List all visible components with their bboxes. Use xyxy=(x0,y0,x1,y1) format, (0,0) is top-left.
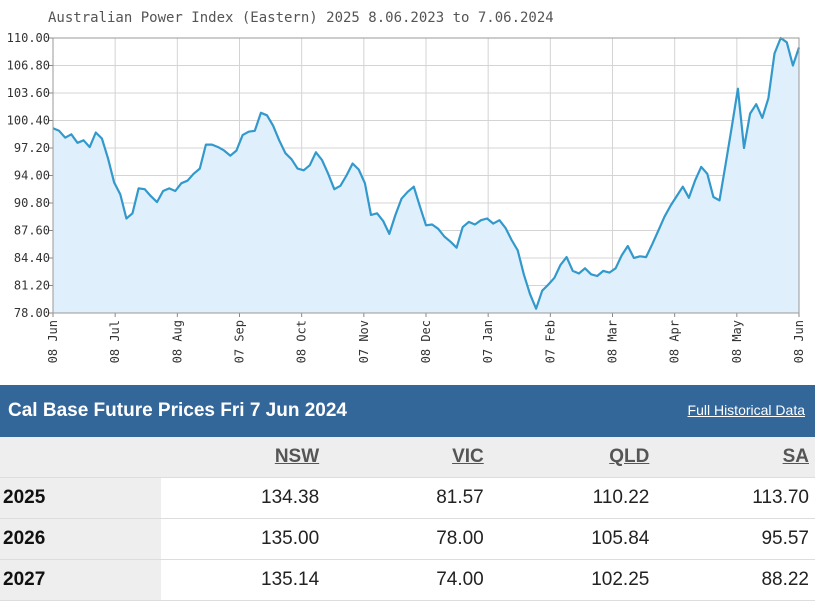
series-area-fill xyxy=(53,38,799,313)
y-tick-label: 78.00 xyxy=(14,306,50,320)
cell-sa: 95.57 xyxy=(649,518,815,560)
series-line xyxy=(52,36,801,310)
x-tick-label: 08 Jun xyxy=(792,320,806,363)
y-tick-label: 90.80 xyxy=(14,196,50,210)
cell-vic: 78.00 xyxy=(319,518,484,560)
price-chart: Australian Power Index (Eastern) 2025 8.… xyxy=(6,10,806,364)
x-tick-label: 08 Apr xyxy=(668,320,682,363)
table-header-row: NSW VIC QLD SA xyxy=(0,437,815,478)
table-row: 2027 135.14 74.00 102.25 88.22 xyxy=(0,559,815,601)
column-link-nsw[interactable]: NSW xyxy=(274,446,320,467)
full-historical-data-link[interactable]: Full Historical Data xyxy=(687,402,805,418)
cell-nsw: 135.00 xyxy=(160,518,320,560)
cell-qld: 102.25 xyxy=(483,559,650,601)
y-tick-label: 103.60 xyxy=(7,86,50,100)
x-tick-label: 08 Mar xyxy=(606,320,620,363)
column-header-sa: SA xyxy=(649,437,815,478)
cell-sa: 113.70 xyxy=(649,477,815,519)
row-year: 2027 xyxy=(0,559,161,601)
column-link-vic[interactable]: VIC xyxy=(452,446,484,467)
column-header-vic: VIC xyxy=(319,437,484,478)
column-header-qld: QLD xyxy=(483,437,650,478)
header-blank-cell xyxy=(0,437,161,478)
y-tick-label: 87.60 xyxy=(14,224,50,238)
chart-area xyxy=(52,36,801,313)
table-row: 2025 134.38 81.57 110.22 113.70 xyxy=(0,477,815,519)
cell-vic: 74.00 xyxy=(319,559,484,601)
cell-qld: 110.22 xyxy=(483,477,650,519)
x-tick-label: 08 Aug xyxy=(170,320,184,363)
prices-table: NSW VIC QLD SA 2025 134.38 81.57 110.22 … xyxy=(0,437,815,601)
cell-sa: 88.22 xyxy=(649,559,815,601)
y-tick-label: 97.20 xyxy=(14,141,50,155)
cell-vic: 81.57 xyxy=(319,477,484,519)
y-tick-label: 110.00 xyxy=(7,31,50,45)
x-tick-label: 07 Nov xyxy=(357,320,371,363)
x-tick-label: 08 Dec xyxy=(419,320,433,363)
table-title: Cal Base Future Prices Fri 7 Jun 2024 xyxy=(8,400,347,421)
x-tick-label: 08 Jun xyxy=(46,320,60,363)
x-tick-label: 08 Oct xyxy=(295,320,309,363)
column-header-nsw: NSW xyxy=(160,437,320,478)
future-prices-panel: Cal Base Future Prices Fri 7 Jun 2024 Fu… xyxy=(0,385,815,601)
cell-nsw: 134.38 xyxy=(160,477,320,519)
cell-nsw: 135.14 xyxy=(160,559,320,601)
y-tick-label: 81.20 xyxy=(14,279,50,293)
column-link-qld[interactable]: QLD xyxy=(609,446,650,467)
row-year: 2025 xyxy=(0,477,161,519)
row-year: 2026 xyxy=(0,518,161,560)
y-tick-label: 100.40 xyxy=(7,114,50,128)
chart-canvas: Australian Power Index (Eastern) 2025 8.… xyxy=(7,10,806,363)
x-tick-label: 08 Jul xyxy=(108,320,122,363)
plot-border xyxy=(52,37,800,314)
table-header-bar: Cal Base Future Prices Fri 7 Jun 2024 Fu… xyxy=(0,385,815,437)
column-link-sa[interactable]: SA xyxy=(782,446,809,467)
x-tick-label: 07 Feb xyxy=(543,320,557,363)
x-tick-label: 07 Jan xyxy=(481,320,495,363)
y-tick-label: 84.40 xyxy=(14,251,50,265)
x-tick-label: 07 Sep xyxy=(233,320,247,363)
y-tick-label: 106.80 xyxy=(7,59,50,73)
table-row: 2026 135.00 78.00 105.84 95.57 xyxy=(0,518,815,560)
x-tick-label: 08 May xyxy=(730,320,744,363)
chart-title: Australian Power Index (Eastern) 2025 8.… xyxy=(48,10,554,26)
cell-qld: 105.84 xyxy=(483,518,650,560)
chart-axes: 110.00 106.80 103.60 100.40 97.20 94.00 90.80 8… xyxy=(7,31,806,363)
y-tick-label: 94.00 xyxy=(14,169,50,183)
